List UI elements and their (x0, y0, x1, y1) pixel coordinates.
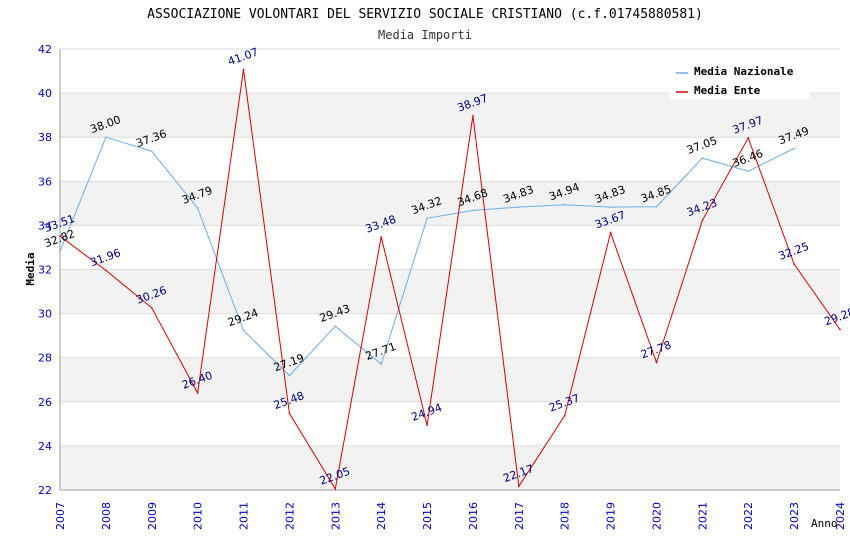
data-point (472, 209, 474, 212)
y-tick-label: 42 (38, 43, 52, 56)
data-point (609, 206, 612, 208)
x-tick-label: 2009 (146, 502, 159, 530)
series-layer (59, 68, 841, 491)
x-tick-label: 2023 (788, 502, 801, 530)
data-point (334, 488, 337, 490)
data-point (105, 136, 107, 138)
x-tick-label: 2008 (100, 502, 113, 530)
data-point (334, 325, 337, 327)
x-tick-label: 2010 (192, 502, 205, 530)
data-point (426, 217, 428, 220)
band-shade (60, 181, 840, 226)
legend-label-media-ente: Media Ente (694, 84, 761, 97)
x-tick-label: 2016 (467, 502, 480, 530)
x-tick-label: 2013 (329, 502, 342, 530)
x-tick-label: 2017 (513, 502, 526, 530)
data-point (839, 328, 841, 331)
data-point (242, 68, 245, 71)
data-label: 32.25 (777, 240, 811, 263)
data-point (518, 206, 520, 208)
legend-label-media-nazionale: Media Nazionale (694, 65, 794, 78)
y-tick-label: 36 (38, 175, 52, 188)
chart-title: ASSOCIAZIONE VOLONTARI DEL SERVIZIO SOCI… (147, 7, 703, 22)
data-point (655, 361, 658, 364)
band-shade (60, 93, 840, 138)
band-shade (60, 445, 840, 490)
series-line-media-nazionale (59, 136, 795, 377)
data-point (793, 147, 795, 150)
data-point (150, 307, 153, 309)
data-label: 36.46 (731, 147, 765, 170)
data-point (655, 205, 658, 208)
data-point (609, 231, 612, 234)
data-point (472, 115, 474, 117)
data-point (563, 414, 566, 417)
y-tick-label: 34 (38, 219, 52, 232)
data-point (747, 137, 750, 139)
data-point (793, 263, 795, 265)
data-point (59, 235, 61, 238)
data-point (150, 150, 153, 153)
data-point (701, 219, 704, 222)
x-tick-label: 2011 (238, 502, 251, 530)
y-tick-label: 40 (38, 87, 52, 100)
y-tick-label: 22 (38, 484, 52, 497)
data-point (380, 236, 382, 238)
data-point (380, 363, 382, 365)
data-label: 31.96 (88, 246, 122, 269)
x-tick-label: 2020 (650, 502, 663, 530)
band-shade (60, 269, 840, 314)
x-tick-label: 2019 (605, 502, 618, 530)
x-tick-label: 2014 (375, 502, 388, 530)
data-point (288, 374, 291, 377)
band-shade (60, 357, 840, 402)
x-tick-label: 2018 (559, 502, 572, 530)
y-tick-label: 26 (38, 396, 52, 409)
y-tick-label: 38 (38, 131, 52, 144)
y-tick-label: 24 (38, 440, 52, 453)
data-point (288, 412, 291, 415)
data-point (105, 269, 107, 272)
data-point (518, 485, 520, 488)
x-tick-labels: 2007 2008 2009 2010 2011 2012 2013 2014 2015 2016… (54, 502, 847, 530)
data-point (747, 170, 750, 172)
x-tick-label: 2015 (421, 502, 434, 530)
x-tick-label: 2024 (834, 502, 847, 530)
y-axis-label: Media (24, 252, 37, 285)
data-point (196, 207, 199, 209)
x-axis-label: Anno (811, 517, 838, 530)
data-point (426, 424, 428, 426)
legend-box (669, 60, 810, 99)
data-point (196, 392, 199, 394)
x-tick-label: 2012 (283, 502, 296, 530)
y-tick-label: 32 (38, 264, 52, 277)
legend: Media Nazionale Media Ente (669, 60, 810, 99)
x-tick-label: 2022 (742, 502, 755, 530)
y-tick-labels: 22 24 26 28 30 32 34 36 38 40 42 (38, 43, 52, 497)
y-tick-label: 30 (38, 308, 52, 321)
series-line-media-ente (59, 69, 841, 491)
data-point (701, 157, 704, 159)
data-point (563, 203, 566, 206)
data-point (242, 329, 245, 332)
x-tick-label: 2021 (696, 502, 709, 530)
x-tick-label: 2007 (54, 502, 67, 530)
background-bands (60, 93, 840, 490)
y-tick-label: 28 (38, 352, 52, 365)
data-label: 24.94 (410, 401, 444, 424)
data-point (59, 250, 61, 253)
chart-subtitle: Media Importi (378, 28, 472, 42)
